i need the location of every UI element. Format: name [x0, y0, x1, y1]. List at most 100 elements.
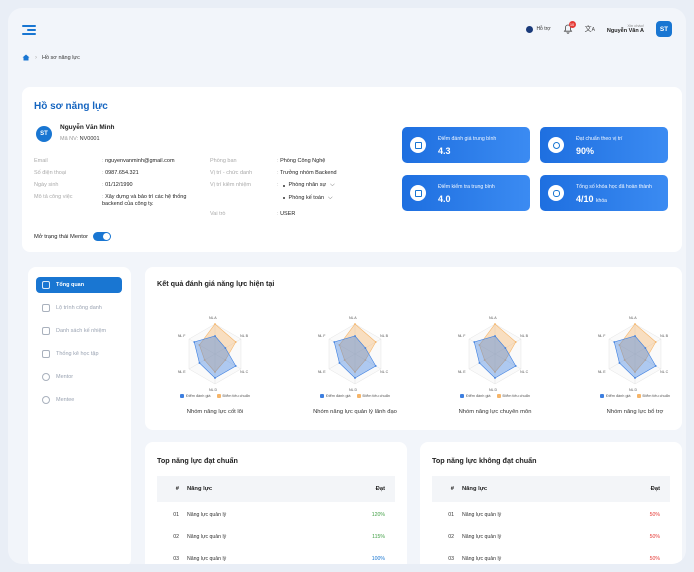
- mentor-label: Mở trạng thái Mentor: [34, 233, 89, 240]
- sidebar-item-succession[interactable]: Danh sách kế nhiệm: [36, 323, 122, 339]
- radar-axis-label: NL F: [177, 334, 186, 338]
- radar-caption: Nhóm năng lực cốt lõi: [186, 409, 244, 415]
- radar-axis-label: NL D: [489, 388, 498, 392]
- radar-point: [644, 359, 647, 361]
- col-pass: Đạt: [650, 486, 660, 492]
- user-info[interactable]: Xin chào! Nguyễn Văn A: [607, 23, 644, 34]
- radar-legend: Điểm đánh giá Điểm tiêu chuẩn: [295, 394, 415, 398]
- radar-point: [234, 365, 237, 367]
- radar-point: [364, 347, 367, 349]
- legend-item: Điểm tiêu chuẩn: [636, 394, 670, 398]
- ribbon-icon: [548, 137, 564, 153]
- profile-name: Nguyễn Văn Minh: [60, 124, 115, 131]
- radar-axis-label: NL E: [177, 370, 186, 374]
- user-icon: [42, 373, 50, 381]
- radar-point: [224, 359, 227, 361]
- concurrent-item[interactable]: : Phòng nhân sự ⌵: [277, 182, 335, 189]
- chevron-down-icon[interactable]: ⌵: [330, 182, 335, 188]
- legend-item: Điểm tiêu chuẩn: [216, 394, 250, 398]
- sidebar-item-learning-stats[interactable]: Thống kê học tập: [36, 346, 122, 362]
- role-label: Vai trò: [210, 211, 226, 217]
- sidebar-item-label: Tổng quan: [56, 282, 85, 288]
- phone-label: Số điện thoại: [34, 170, 67, 176]
- employee-id: Mã NV: NV0001: [60, 136, 100, 142]
- employee-id-label: Mã NV:: [60, 136, 79, 142]
- radar-svg: [328, 323, 382, 385]
- concurrent-item[interactable]: : Phòng kế toán ⌵: [277, 194, 333, 201]
- radar-point: [618, 344, 621, 346]
- course-icon: [548, 185, 564, 201]
- radar-point: [494, 323, 496, 325]
- radar-point: [623, 359, 626, 361]
- department-label: Phòng ban: [210, 158, 237, 164]
- users-icon: [42, 327, 50, 335]
- radar-axis-label: NL E: [457, 370, 466, 374]
- radar-chart: NL A NL B NL C NL D NL E NL F Điểm đánh giá Điể…: [155, 295, 275, 423]
- email-label: Email: [34, 158, 48, 164]
- radar-spoke: [608, 338, 636, 355]
- language-icon[interactable]: 文A: [584, 26, 595, 33]
- header-avatar[interactable]: ST: [656, 21, 672, 37]
- sidebar-item-career-path[interactable]: Lộ trình công danh: [36, 300, 122, 316]
- concurrent-list: : Phòng nhân sự ⌵ : Phòng kế toán ⌵: [277, 182, 335, 202]
- col-name: Năng lực: [187, 486, 213, 492]
- radar-spoke: [188, 353, 216, 370]
- table-row[interactable]: 03 Năng lực quản lý 50%: [448, 556, 660, 562]
- radar-caption: Nhóm năng lực bổ trợ: [606, 409, 664, 415]
- table-row[interactable]: 03 Năng lực quản lý 100%: [173, 556, 385, 562]
- profile-card: Hồ sơ năng lực ST Nguyễn Văn Minh Mã NV:…: [22, 87, 682, 252]
- mentor-toggle[interactable]: [93, 232, 112, 241]
- radar-point: [634, 371, 636, 373]
- radar-section: Kết quả đánh giá năng lực hiện tại NL A N…: [145, 267, 682, 430]
- mentor-toggle-row: Mở trạng thái Mentor: [34, 232, 112, 241]
- radar-point: [338, 362, 341, 364]
- radar-point: [478, 344, 481, 346]
- employee-id-value: NV0001: [79, 136, 100, 142]
- radar-point: [644, 347, 647, 349]
- radar-point: [634, 323, 636, 325]
- radar-point: [494, 371, 496, 373]
- sidebar-item-label: Lộ trình công danh: [56, 305, 102, 311]
- stat-value: 4.0: [438, 194, 451, 204]
- home-icon[interactable]: [22, 54, 30, 61]
- radar-svg: [608, 323, 662, 385]
- col-pass: Đạt: [375, 486, 385, 492]
- table-pass-title: Top năng lực đạt chuẩn: [157, 456, 238, 465]
- radar-chart: NL A NL B NL C NL D NL E NL F Điểm đánh giá Điể…: [575, 295, 686, 423]
- radar-point: [374, 365, 377, 367]
- legend-item: Điểm đánh giá: [460, 394, 491, 398]
- radar-point: [504, 347, 507, 349]
- sidebar-item-mentor[interactable]: Mentor: [36, 369, 122, 385]
- stat-card-avg-test: Điểm kiểm tra trung bình 4.0: [402, 175, 530, 211]
- radar-axis-label: NL F: [317, 334, 326, 338]
- breadcrumb-separator: ›: [35, 54, 37, 61]
- notification-bell[interactable]: 10: [563, 21, 576, 34]
- radar-axis-label: NL A: [349, 316, 357, 320]
- radar-spoke: [354, 338, 382, 355]
- job-desc-label: Mô tả công việc: [34, 194, 73, 200]
- table-row[interactable]: 02 Năng lực quản lý 50%: [448, 534, 660, 540]
- sidebar-item-mentee[interactable]: Mentee: [36, 392, 122, 408]
- radar-spoke: [494, 353, 522, 370]
- radar-spoke: [494, 338, 522, 355]
- help-link[interactable]: Hỗ trợ: [526, 25, 551, 33]
- stat-card-avg-evaluation: Điểm đánh giá trung bình 4.3: [402, 127, 530, 163]
- table-row[interactable]: 01 Năng lực quản lý 120%: [173, 512, 385, 518]
- radar-axis-label: NL D: [629, 388, 638, 392]
- chevron-down-icon[interactable]: ⌵: [328, 194, 333, 201]
- legend-item: Điểm đánh giá: [180, 394, 211, 398]
- sidebar-item-overview[interactable]: Tổng quan: [36, 277, 122, 293]
- radar-chart: NL A NL B NL C NL D NL E NL F Điểm đánh giá Điể…: [295, 295, 415, 423]
- radar-point: [338, 344, 341, 346]
- breadcrumb: › Hồ sơ năng lực: [22, 54, 80, 61]
- table-row[interactable]: 02 Năng lực quản lý 115%: [173, 534, 385, 540]
- menu-toggle-icon[interactable]: [22, 24, 36, 36]
- birthdate-value: 01/12/1990: [102, 182, 133, 189]
- help-label: Hỗ trợ: [536, 26, 551, 32]
- radar-point: [354, 371, 356, 373]
- radar-axis-label: NL B: [660, 334, 669, 338]
- profile-avatar: ST: [36, 126, 52, 142]
- radar-point: [364, 359, 367, 361]
- radar-axis-label: NL B: [380, 334, 389, 338]
- table-row[interactable]: 01 Năng lực quản lý 50%: [448, 512, 660, 518]
